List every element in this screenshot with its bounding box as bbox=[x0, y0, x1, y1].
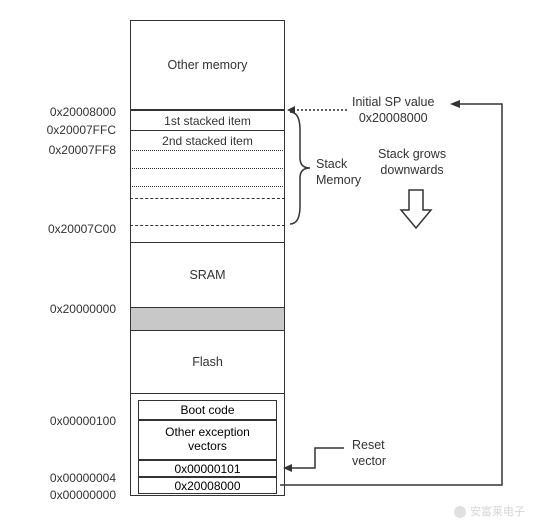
wechat-icon bbox=[453, 505, 467, 519]
addr-20007FFC: 0x20007FFC bbox=[16, 123, 116, 137]
row-exception-vectors: Other exception vectors bbox=[138, 420, 277, 460]
addr-00000100: 0x00000100 bbox=[16, 414, 116, 428]
exception-vectors-line2: vectors bbox=[188, 440, 227, 454]
block-gray-gap bbox=[130, 308, 285, 330]
row-2nd-stacked: 2nd stacked item bbox=[130, 130, 285, 150]
addr-20007FF8: 0x20007FF8 bbox=[16, 143, 116, 157]
gap-1 bbox=[130, 226, 285, 242]
addr-20000000: 0x20000000 bbox=[16, 302, 116, 316]
watermark-text: 安富莱电子 bbox=[470, 506, 525, 518]
row-sp-vector-value: 0x20008000 bbox=[138, 477, 277, 494]
block-flash: Flash bbox=[130, 330, 285, 394]
memory-map-diagram: 0x20008000 0x20007FFC 0x20007FF8 0x20007… bbox=[0, 0, 537, 527]
addr-00000004: 0x00000004 bbox=[16, 471, 116, 485]
watermark: 安富莱电子 bbox=[453, 503, 525, 519]
row-boot-code: Boot code bbox=[138, 400, 277, 420]
addr-20008000: 0x20008000 bbox=[16, 105, 116, 119]
block-other-memory: Other memory bbox=[130, 20, 285, 110]
arrow-sp-feedback bbox=[280, 90, 510, 495]
exception-vectors-line1: Other exception bbox=[165, 426, 250, 440]
addr-20007C00: 0x20007C00 bbox=[16, 222, 116, 236]
addr-00000000: 0x00000000 bbox=[16, 488, 116, 502]
block-sram: SRAM bbox=[130, 242, 285, 308]
row-dotted-2 bbox=[130, 168, 285, 186]
row-dotted-1 bbox=[130, 150, 285, 168]
row-reset-vector-value: 0x00000101 bbox=[138, 460, 277, 477]
row-dashed-bottom bbox=[130, 198, 285, 226]
row-1st-stacked: 1st stacked item bbox=[130, 110, 285, 130]
